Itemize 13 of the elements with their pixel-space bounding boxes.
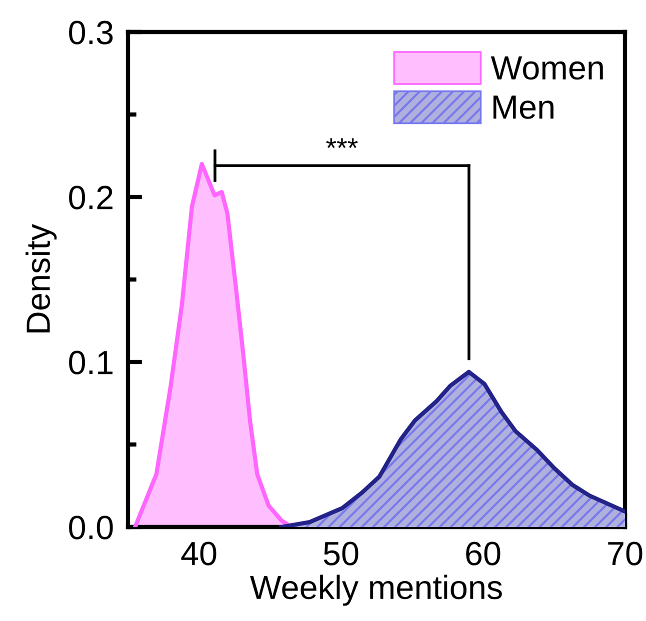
x-tick-label: 70 [608, 542, 642, 566]
y-tick-label: 0.2 [69, 186, 112, 210]
legend-label: Men [493, 96, 554, 119]
y-tick-label: 0.0 [69, 516, 113, 540]
x-tick-label: 60 [466, 542, 500, 566]
y-axis-title: Density [26, 224, 57, 332]
annotation: *** [326, 138, 358, 148]
y-tick-label: 0.3 [69, 20, 113, 44]
x-axis-title: Weekly mentions [250, 574, 502, 606]
legend-label: Women [490, 56, 603, 80]
y-tick-label: 0.1 [69, 350, 112, 374]
x-tick-label: 40 [181, 542, 216, 566]
x-tick-label: 50 [324, 542, 358, 566]
